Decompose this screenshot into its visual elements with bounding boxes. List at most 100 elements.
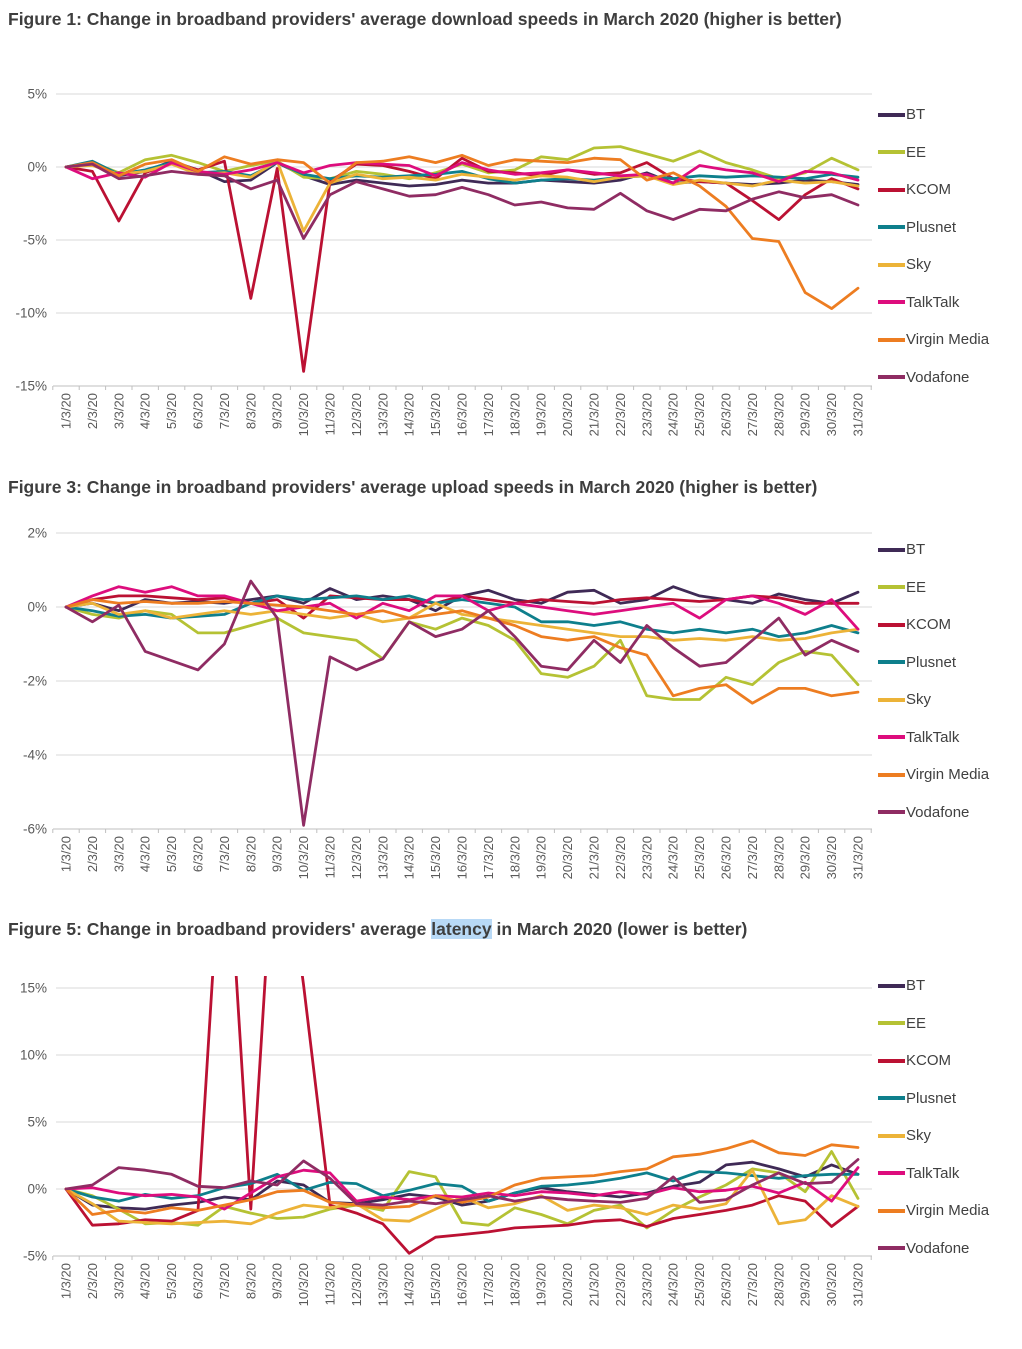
x-tick-label: 10/3/20 (296, 1263, 311, 1306)
x-tick-label: 30/3/20 (824, 1263, 839, 1306)
legend-label: Virgin Media (906, 766, 990, 784)
legend-item-kcom: KCOM (878, 171, 1022, 209)
legend-item-plusnet: Plusnet (878, 209, 1022, 247)
legend-line-swatch (878, 337, 905, 342)
figure-5-legend: BT EE KCOM Plusnet Sky TalkTalk Virgin Media Vo… (878, 967, 1022, 1267)
series-line-sky (64, 601, 860, 642)
legend-line-swatch (878, 112, 905, 117)
legend-item-virgin-media: Virgin Media (878, 321, 1022, 359)
series-line-kcom (64, 975, 860, 1255)
x-tick-label: 19/3/20 (534, 1263, 549, 1306)
legend-line-swatch (878, 660, 905, 665)
legend-line-swatch (878, 622, 905, 627)
x-tick-label: 13/3/20 (375, 1263, 390, 1306)
x-tick-label: 2/3/20 (85, 393, 100, 429)
x-tick-label: 22/3/20 (613, 1263, 628, 1306)
x-tick-label: 21/3/20 (587, 836, 602, 879)
x-tick-label: 27/3/20 (745, 1263, 760, 1306)
figure-5-title-highlighted-word: latency (431, 919, 492, 939)
series-line-talktalk (64, 1166, 860, 1211)
legend-line-swatch (878, 810, 905, 815)
series-line-vodafone (64, 1158, 860, 1207)
x-tick-label: 7/3/20 (217, 393, 232, 429)
x-tick-label: 1/3/20 (59, 836, 74, 872)
legend-item-plusnet: Plusnet (878, 1080, 1022, 1118)
x-tick-label: 28/3/20 (771, 836, 786, 879)
x-tick-label: 2/3/20 (85, 1263, 100, 1299)
x-tick-label: 14/3/20 (402, 393, 417, 436)
x-tick-label: 6/3/20 (191, 836, 206, 872)
x-tick-label: 25/3/20 (692, 836, 707, 879)
x-tick-label: 21/3/20 (587, 1263, 602, 1306)
plot-area (64, 579, 860, 827)
plot-area (64, 975, 860, 1255)
x-tick-label: 9/3/20 (270, 836, 285, 872)
x-tick-label: 28/3/20 (771, 393, 786, 436)
legend-item-bt: BT (878, 967, 1022, 1005)
figure-1-title-text: Figure 1: Change in broadband providers'… (8, 9, 842, 29)
figure-5-title-text-post: in March 2020 (lower is better) (491, 919, 748, 939)
x-tick-label: 4/3/20 (138, 836, 153, 872)
legend-item-kcom: KCOM (878, 606, 1022, 644)
legend-line-swatch (878, 547, 905, 552)
legend-item-talktalk: TalkTalk (878, 719, 1022, 757)
x-tick-label: 5/3/20 (164, 393, 179, 429)
legend-label: Virgin Media (906, 1202, 990, 1220)
legend-label: TalkTalk (906, 728, 960, 746)
figure-3-title-text: Figure 3: Change in broadband providers'… (8, 477, 818, 497)
x-tick-label: 24/3/20 (666, 393, 681, 436)
y-tick-label: -10% (15, 306, 47, 321)
legend-item-ee: EE (878, 569, 1022, 607)
x-tick-label: 15/3/20 (428, 1263, 443, 1306)
y-tick-label: 0% (27, 160, 47, 175)
x-tick-label: 26/3/20 (719, 1263, 734, 1306)
legend-line-swatch (878, 1096, 905, 1101)
y-tick-label: -15% (15, 379, 47, 394)
x-tick-label: 6/3/20 (191, 393, 206, 429)
x-tick-label: 8/3/20 (243, 393, 258, 429)
x-tick-label: 18/3/20 (507, 393, 522, 436)
legend-line-swatch (878, 1171, 905, 1176)
figure-3-legend: BT EE KCOM Plusnet Sky TalkTalk Virgin Media Vo… (878, 531, 1022, 831)
y-tick-label: -4% (23, 748, 47, 763)
x-tick-label: 27/3/20 (745, 836, 760, 879)
legend-label: TalkTalk (906, 1164, 960, 1182)
legend-label: BT (906, 541, 926, 559)
y-tick-label: 10% (20, 1048, 47, 1063)
x-tick-label: 28/3/20 (771, 1263, 786, 1306)
x-tick-label: 21/3/20 (587, 393, 602, 436)
legend-line-swatch (878, 300, 905, 305)
legend-label: Plusnet (906, 653, 957, 671)
legend-item-talktalk: TalkTalk (878, 284, 1022, 322)
x-tick-label: 9/3/20 (270, 393, 285, 429)
x-tick-label: 31/3/20 (851, 836, 866, 879)
series-line-ee (64, 1150, 860, 1230)
series-line-kcom (64, 156, 860, 373)
legend-line-swatch (878, 1246, 905, 1251)
series-line-plusnet (64, 594, 860, 638)
x-tick-label: 24/3/20 (666, 836, 681, 879)
x-tick-label: 23/3/20 (639, 1263, 654, 1306)
x-tick-label: 29/3/20 (798, 836, 813, 879)
legend-label: EE (906, 1014, 927, 1032)
legend-item-plusnet: Plusnet (878, 644, 1022, 682)
figure-5-chart: 15% 10% 5% 0% -5% 1/3/20 2/3/20 3/3/20 4/3/20 5/3… (20, 975, 872, 1306)
legend-label: Vodafone (906, 803, 970, 821)
series-line-talktalk (64, 585, 860, 631)
x-tick-label: 24/3/20 (666, 1263, 681, 1306)
legend-line-swatch (878, 187, 905, 192)
x-tick-label: 11/3/20 (323, 393, 338, 435)
legend-label: EE (906, 578, 927, 596)
x-tick-label: 23/3/20 (639, 836, 654, 879)
legend-line-swatch (878, 262, 905, 267)
x-tick-label: 2/3/20 (85, 836, 100, 872)
x-tick-label: 12/3/20 (349, 393, 364, 436)
x-tick-label: 31/3/20 (851, 1263, 866, 1306)
legend-line-swatch (878, 375, 905, 380)
x-tick-label: 16/3/20 (455, 836, 470, 879)
x-tick-label: 19/3/20 (534, 393, 549, 436)
series-line-vodafone (64, 579, 860, 827)
y-tick-label: -6% (23, 822, 47, 837)
x-tick-label: 1/3/20 (59, 393, 74, 429)
